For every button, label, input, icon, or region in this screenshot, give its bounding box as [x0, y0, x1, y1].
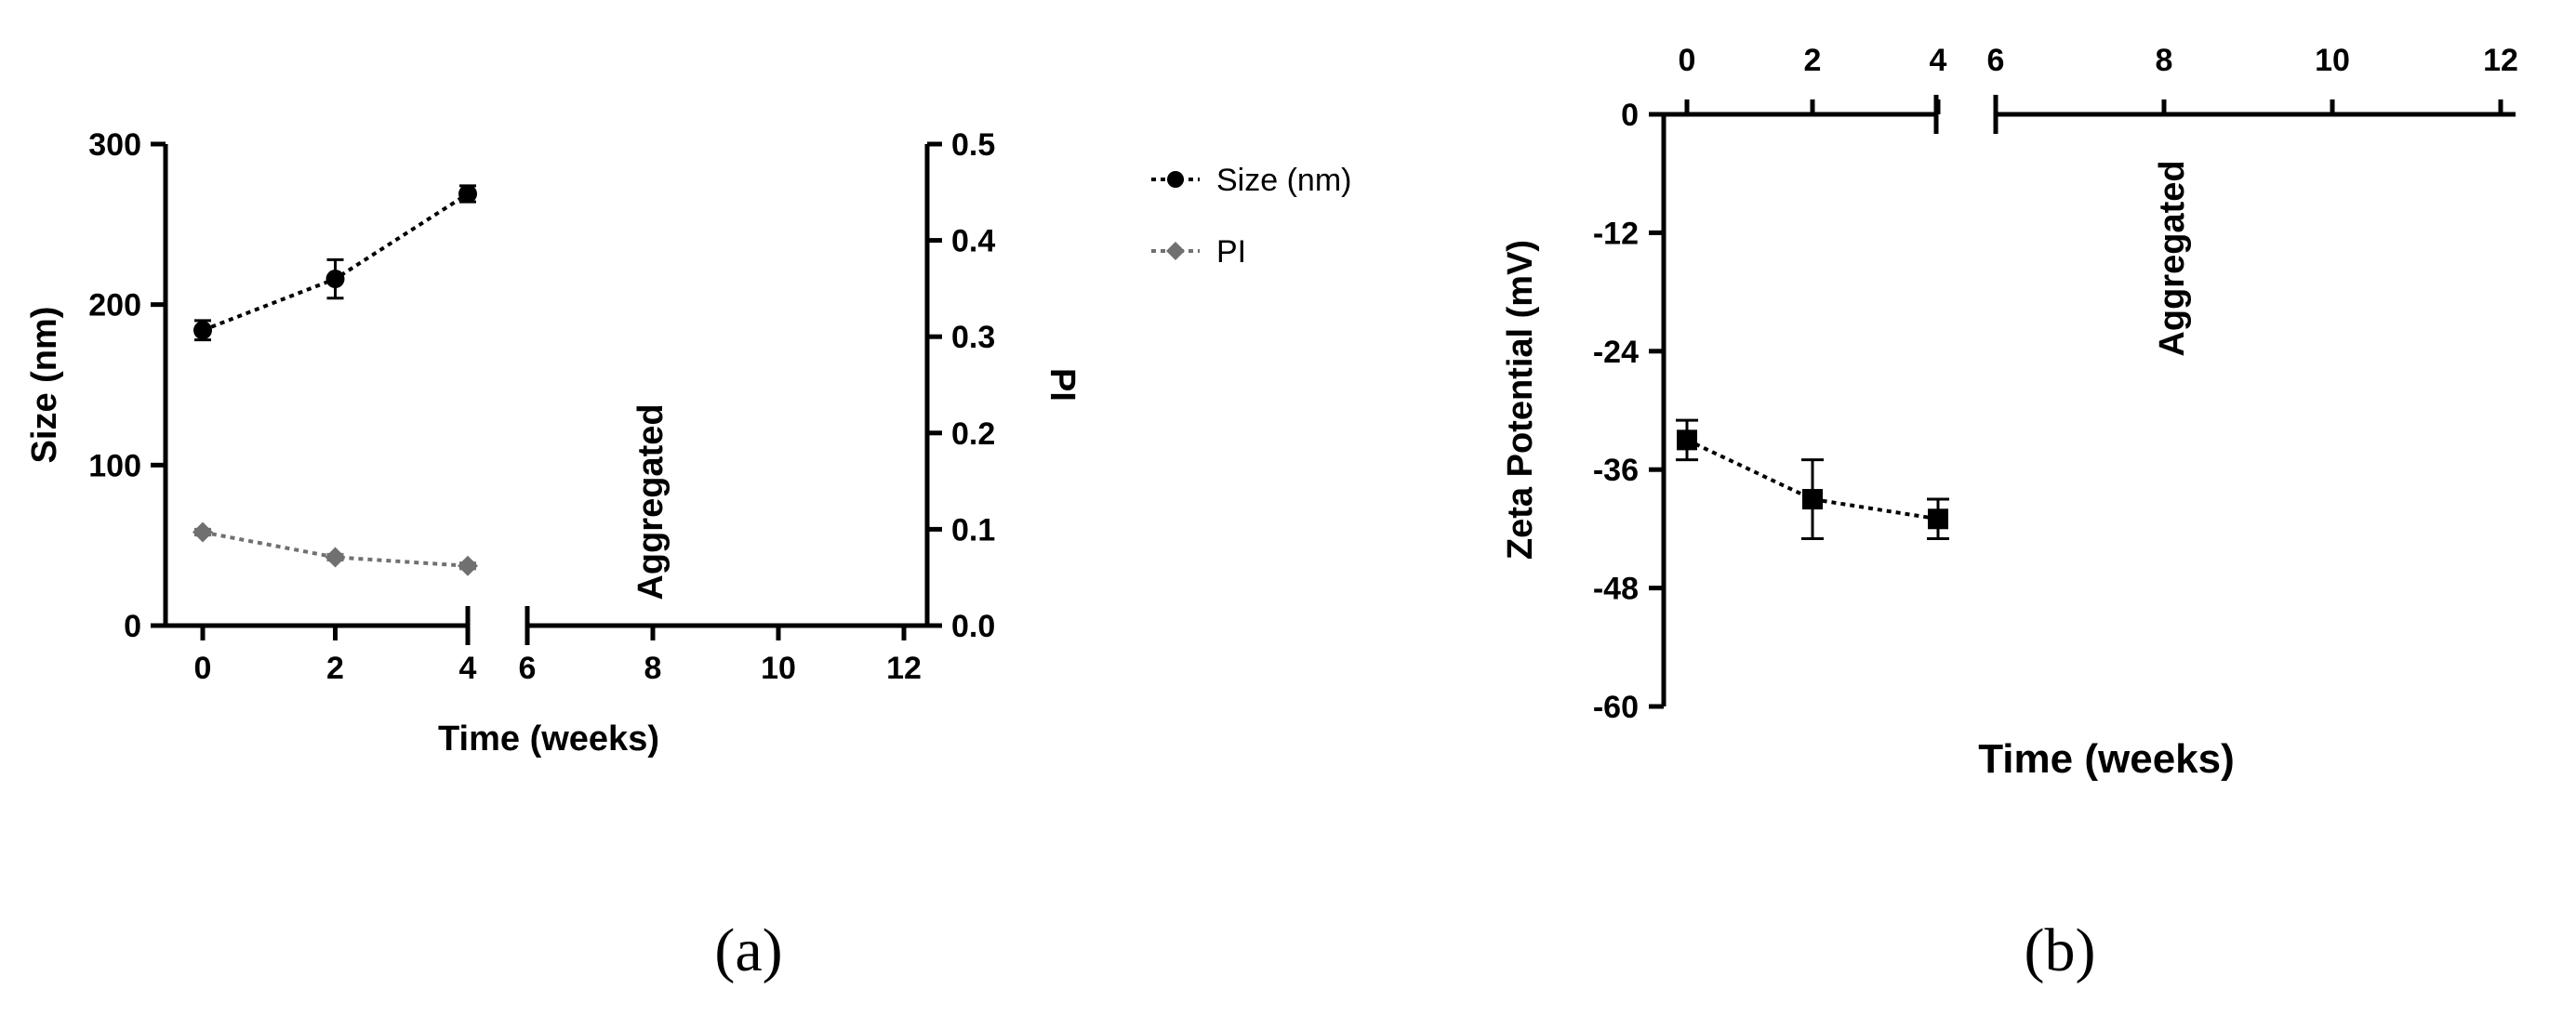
panel-b-x-tick-label: 6 — [1987, 43, 2005, 78]
panel-b-y-tick-label: -12 — [1593, 216, 1639, 251]
panel-b-aggregated-annotation: Aggregated — [2153, 160, 2192, 356]
series-size-point — [325, 270, 345, 289]
panel-a-label: (a) — [714, 917, 782, 984]
legend-marker-pi — [1166, 242, 1185, 260]
panel-a-x-tick-label: 4 — [459, 651, 477, 686]
legend-label-size: Size (nm) — [1216, 163, 1351, 198]
panel-b-x-tick-label: 2 — [1804, 43, 1822, 78]
panel-b-x-tick-label: 12 — [2483, 43, 2518, 78]
panel-a-y-right-ticks: 0.0 0.1 0.2 0.3 0.4 0.5 — [927, 127, 995, 644]
panel-a-x-tick-label: 12 — [886, 651, 922, 686]
panel-b-y-tick-label: -36 — [1593, 453, 1639, 488]
panel-a-y-tick-label: 0 — [124, 609, 141, 644]
panel-b-label: (b) — [2025, 917, 2096, 984]
panel-b-y-ticks: 0 -12 -24 -36 -48 -60 — [1593, 98, 1664, 725]
panel-a-x-ticks: 0 2 4 6 8 10 12 — [194, 626, 922, 686]
panel-b-series — [1676, 418, 1949, 541]
panel-a-y-right-tick-label: 0.5 — [951, 127, 995, 163]
panel-a-y-right-axis-title: PI — [1042, 368, 1082, 402]
panel-a-series — [193, 184, 478, 576]
panel-a-y-right-tick-label: 0.3 — [951, 320, 995, 355]
series-size-point — [458, 184, 477, 204]
panel-a-x-tick-label: 6 — [519, 651, 537, 686]
panel-a-y-right-tick-label: 0.1 — [951, 512, 995, 548]
series-pi-line — [202, 530, 469, 568]
series-pi-point — [458, 555, 478, 576]
panel-a-aggregated-annotation: Aggregated — [631, 403, 671, 600]
series-pi-point — [193, 521, 213, 543]
panel-a-x-tick-label: 10 — [761, 651, 796, 686]
panel-a-x-tick-label: 8 — [644, 651, 662, 686]
panel-a-y-tick-label: 200 — [88, 288, 141, 323]
panel-a-y-tick-label: 100 — [88, 448, 141, 483]
series-zeta-point — [1802, 489, 1823, 510]
series-size-point — [193, 321, 212, 340]
panel-a-y-ticks: 0 100 200 300 — [88, 127, 166, 644]
panel-b-y-axis-title: Zeta Potential (mV) — [1501, 240, 1540, 560]
panel-a-y-right-tick-label: 0.2 — [951, 416, 995, 452]
panel-b-x-ticks: 0 2 4 6 8 10 12 — [1679, 43, 2518, 114]
panel-b-x-tick-label: 0 — [1679, 43, 1696, 78]
panel-b-y-tick-label: -60 — [1593, 690, 1639, 725]
panel-b-y-tick-label: -48 — [1593, 572, 1639, 607]
panel-b-x-tick-label: 4 — [1930, 43, 1947, 78]
series-zeta-line — [1686, 438, 1939, 521]
panel-b-x-axis-title: Time (weeks) — [1978, 736, 2235, 782]
panel-a-x-tick-label: 2 — [326, 651, 344, 686]
series-pi-point — [325, 547, 346, 568]
series-zeta-point — [1928, 508, 1948, 530]
panel-a-x-tick-label: 0 — [194, 651, 212, 686]
panel-a-x-axis-title: Time (weeks) — [438, 719, 659, 759]
legend-item-size: Size (nm) — [1151, 163, 1351, 198]
legend-label-pi: PI — [1216, 234, 1246, 270]
legend-marker-size — [1167, 171, 1184, 188]
series-zeta-point — [1677, 429, 1697, 451]
panel-b-y-tick-label: 0 — [1621, 98, 1639, 133]
panel-b-x-tick-label: 10 — [2315, 43, 2350, 78]
panel-b-y-tick-label: -24 — [1593, 335, 1639, 370]
panel-a-y-right-tick-label: 0.4 — [951, 224, 995, 259]
panel-b: 0 2 4 6 8 10 12 0-12-24-36-48-60 Time (weeks) … — [1501, 43, 2518, 984]
panel-a-legend: Size (nm) PI — [1151, 163, 1351, 270]
panel-a-y-right-tick-label: 0.0 — [951, 609, 995, 644]
legend-item-pi: PI — [1151, 234, 1246, 270]
panel-a-y-tick-label: 300 — [88, 127, 141, 163]
panel-b-x-tick-label: 8 — [2156, 43, 2173, 78]
panel-a-y-axis-title: Size (nm) — [25, 307, 64, 464]
